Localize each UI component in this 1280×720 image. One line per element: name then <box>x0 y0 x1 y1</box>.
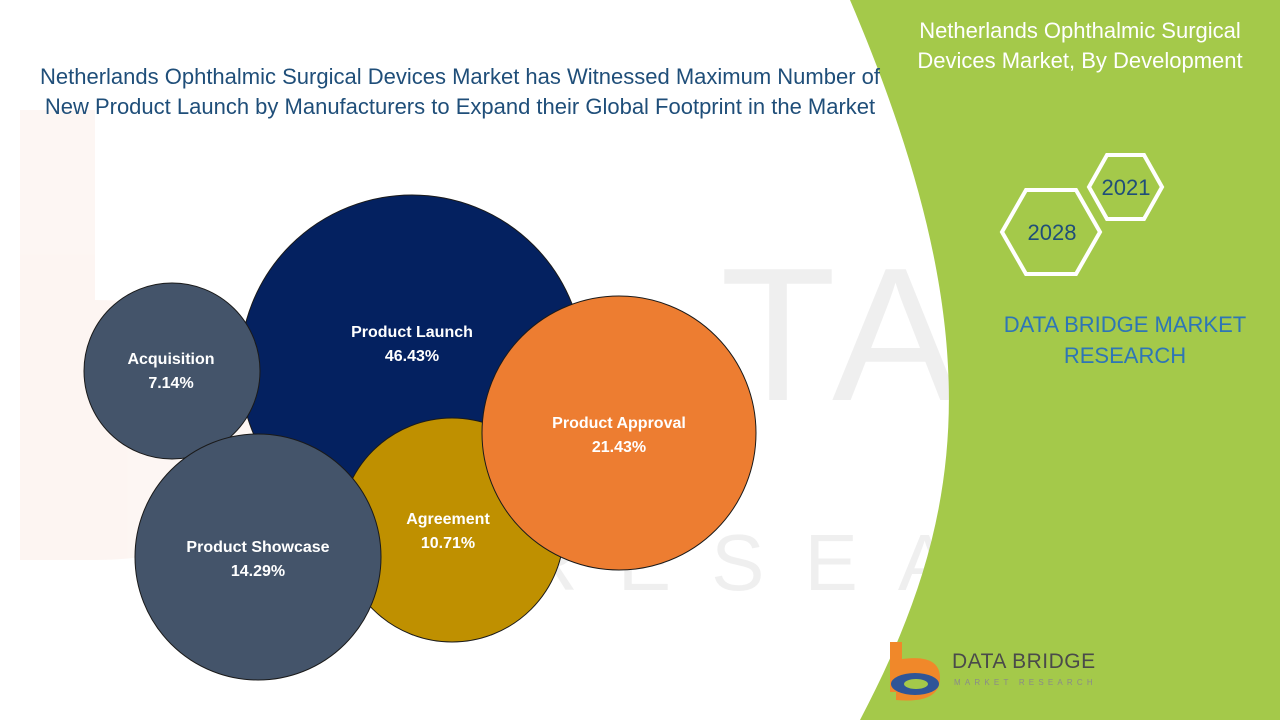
bubble-agreement-value: 10.71% <box>421 535 475 552</box>
bubble-product-showcase: Product Showcase 14.29% <box>134 433 382 681</box>
brand-text: DATA BRIDGE MARKET RESEARCH <box>1003 312 1247 368</box>
bubble-product-launch-value: 46.43% <box>385 348 439 365</box>
side-panel <box>850 0 1280 720</box>
bubble-product-showcase-shape <box>134 433 382 681</box>
logo-icon <box>890 642 940 701</box>
bubble-product-approval-label: Product Approval <box>552 415 686 432</box>
logo-name: DATA BRIDGE <box>952 650 1096 673</box>
page-title: Netherlands Ophthalmic Surgical Devices … <box>40 64 880 120</box>
bubble-agreement-label: Agreement <box>406 511 490 528</box>
bubble-product-approval: Product Approval 21.43% <box>481 295 757 571</box>
bubble-product-launch-label: Product Launch <box>351 324 473 341</box>
bubble-product-approval-shape <box>481 295 757 571</box>
logo-tagline: MARKET RESEARCH <box>954 678 1097 687</box>
year-2028-label: 2028 <box>1028 220 1077 245</box>
bubble-acquisition: Acquisition 7.14% <box>83 282 261 460</box>
bubble-acquisition-shape <box>83 282 261 460</box>
hexagon-2028: 2028 <box>999 188 1103 276</box>
year-2021-label: 2021 <box>1102 175 1151 200</box>
side-panel-title: Netherlands Ophthalmic Surgical Devices … <box>917 18 1243 73</box>
bubble-product-showcase-label: Product Showcase <box>186 539 329 556</box>
bubble-product-approval-value: 21.43% <box>592 439 646 456</box>
bubble-acquisition-label: Acquisition <box>127 351 214 368</box>
bubble-chart: Product Launch 46.43% Acquisition 7.14% Agre… <box>83 194 757 681</box>
hexagon-2021: 2021 <box>1086 153 1165 221</box>
bubble-acquisition-value: 7.14% <box>148 375 193 392</box>
bubble-product-showcase-value: 14.29% <box>231 563 285 580</box>
